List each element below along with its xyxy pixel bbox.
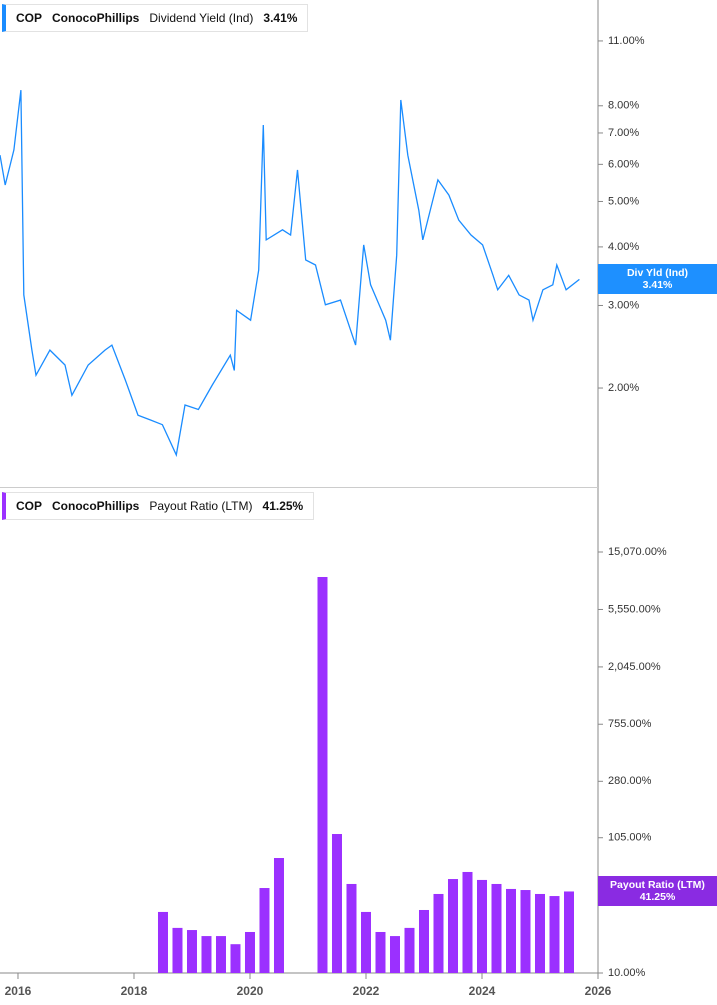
tag-label: Payout Ratio (LTM)	[610, 879, 705, 892]
bar	[186, 930, 197, 973]
bar	[259, 888, 270, 973]
bar	[534, 893, 545, 973]
ticker: COP	[16, 499, 43, 513]
x-tick-label: 2022	[353, 984, 380, 998]
y-tick-label: 2.00%	[608, 382, 639, 394]
bar	[375, 931, 386, 973]
tag-value: 3.41%	[642, 279, 673, 292]
company: ConocoPhillips	[52, 11, 140, 25]
y-tick-label: 105.00%	[608, 832, 652, 844]
y-tick-label: 10.00%	[608, 967, 646, 979]
current-value: 3.41%	[263, 11, 298, 25]
y-tick-label: 2,045.00%	[608, 661, 661, 673]
line-series	[0, 90, 580, 458]
y-tick-label: 280.00%	[608, 775, 652, 787]
y-tick-label: 5,550.00%	[608, 603, 661, 615]
x-tick-label: 2024	[469, 984, 496, 998]
tag-value: 41.25%	[639, 891, 676, 904]
legend-header: COP ConocoPhillips Payout Ratio (LTM) 41…	[2, 492, 315, 520]
bar	[563, 891, 574, 973]
bar	[447, 879, 458, 973]
series-name: Dividend Yield (Ind)	[149, 11, 254, 25]
bar	[491, 883, 502, 973]
y-tick-label: 8.00%	[608, 100, 639, 112]
bar	[244, 931, 255, 973]
bar	[230, 944, 241, 973]
bar	[462, 871, 473, 973]
y-tick-label: 6.00%	[608, 158, 639, 170]
series-name: Payout Ratio (LTM)	[149, 499, 253, 513]
y-tick-label: 3.00%	[608, 299, 639, 311]
y-tick-label: 5.00%	[608, 195, 639, 207]
bar	[404, 927, 415, 973]
bar	[389, 936, 400, 973]
y-tick-label: 11.00%	[608, 35, 645, 47]
bar	[418, 909, 429, 973]
x-tick-label: 2020	[237, 984, 264, 998]
current-value: 41.25%	[262, 499, 304, 513]
y-tick-label: 7.00%	[608, 127, 639, 139]
bar	[505, 888, 516, 973]
bar	[157, 911, 168, 973]
bar	[433, 893, 444, 973]
bar	[172, 927, 183, 973]
bar	[273, 858, 284, 973]
bar	[476, 879, 487, 973]
legend-header: COP ConocoPhillips Dividend Yield (Ind) …	[2, 4, 309, 32]
bar	[201, 936, 212, 973]
company: ConocoPhillips	[52, 499, 140, 513]
x-tick-label: 2026	[585, 984, 612, 998]
y-tick-label: 15,070.00%	[608, 546, 667, 558]
bar	[215, 936, 226, 973]
y-tick-label: 755.00%	[608, 718, 652, 730]
bar	[360, 911, 371, 973]
x-tick-label: 2016	[5, 984, 32, 998]
bar	[346, 883, 357, 973]
bar	[331, 834, 342, 973]
bar	[549, 896, 560, 973]
ticker: COP	[16, 11, 43, 25]
x-tick-label: 2018	[121, 984, 148, 998]
bar	[317, 576, 328, 973]
bar	[520, 890, 531, 973]
tag-label: Div Yld (Ind)	[626, 267, 689, 280]
value-tag: Payout Ratio (LTM) 41.25%	[598, 876, 717, 907]
y-tick-label: 4.00%	[608, 241, 639, 253]
value-tag: Div Yld (Ind) 3.41%	[598, 264, 717, 295]
